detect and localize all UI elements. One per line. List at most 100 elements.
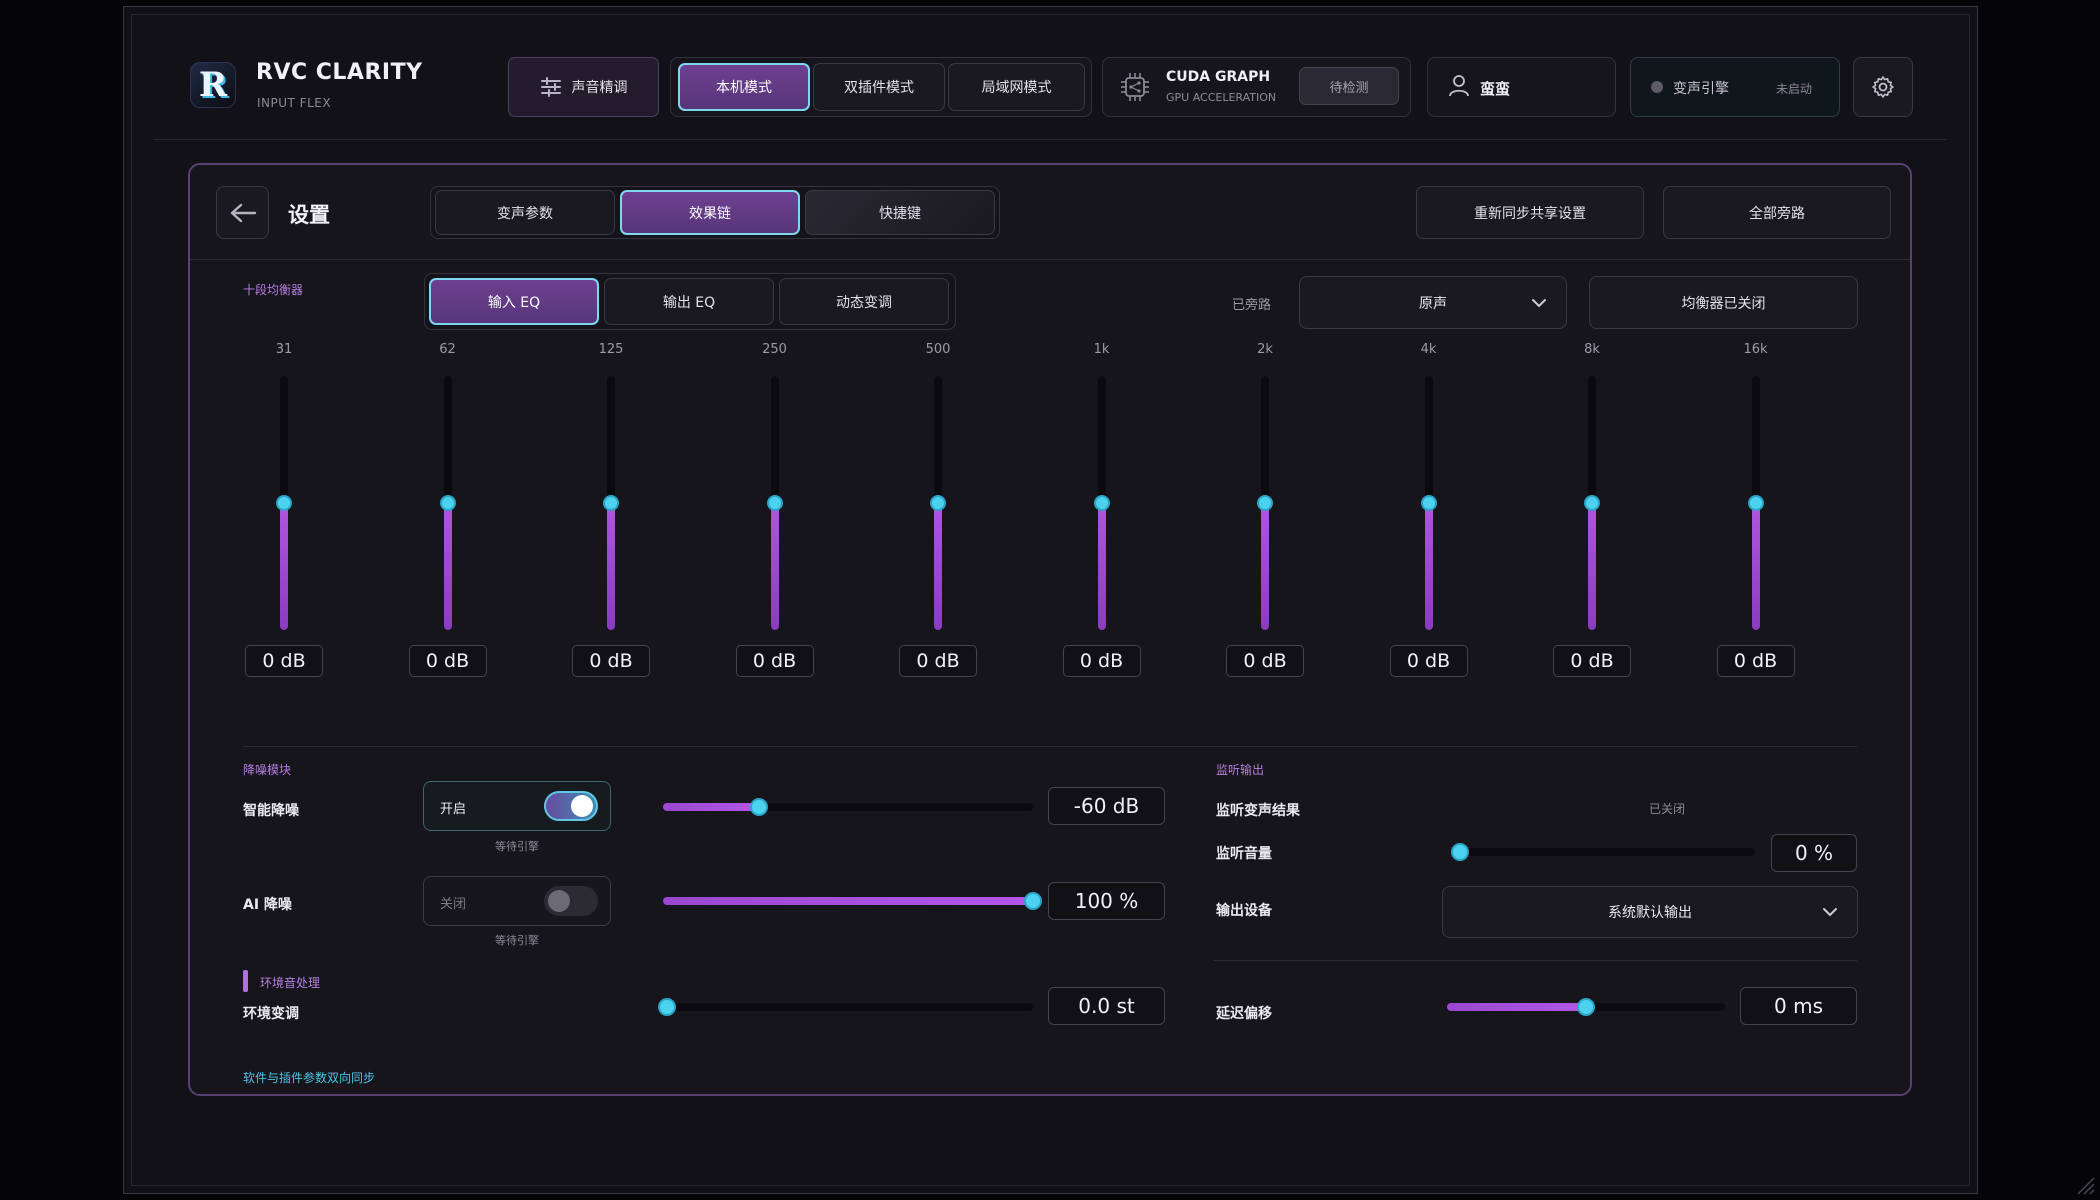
slider-knob[interactable] (1451, 843, 1469, 861)
user-panel[interactable] (1427, 57, 1616, 117)
eq-preset-select[interactable]: 原声 (1299, 276, 1567, 329)
tab-effect-chain[interactable]: 效果链 (620, 190, 800, 235)
back-button[interactable] (216, 186, 269, 239)
eq-band-gain-value[interactable]: 0 dB (899, 645, 977, 677)
eq-band-knob[interactable] (1747, 495, 1764, 511)
eq-band-slider[interactable] (1584, 376, 1600, 630)
slider-knob[interactable] (750, 798, 769, 816)
engine-status-panel[interactable] (1630, 57, 1840, 117)
eq-band-knob[interactable] (1420, 495, 1437, 511)
app-subtitle: INPUT FLEX (257, 96, 332, 110)
smart-denoise-label: 智能降噪 (243, 803, 299, 819)
chevron-down-icon (1532, 298, 1546, 307)
latency-offset-value[interactable]: 0 ms (1740, 987, 1857, 1025)
tab-hotkeys[interactable]: 快捷键 (805, 190, 995, 235)
slider-knob[interactable] (658, 998, 676, 1016)
gpu-subtitle: GPU ACCELERATION (1166, 91, 1277, 104)
ambient-accent-bar (243, 970, 248, 992)
ai-denoise-label: AI 降噪 (243, 897, 292, 913)
bypass-state-label: 已旁路 (1232, 298, 1272, 313)
eq-band-gain-value[interactable]: 0 dB (735, 645, 814, 677)
eq-band-fill (1097, 503, 1106, 630)
monitor-volume-slider[interactable] (1451, 843, 1755, 861)
tab-input-eq[interactable]: 输入 EQ (429, 278, 599, 325)
output-device-select[interactable]: 系统默认输出 (1442, 886, 1858, 938)
mode-dual-plugin-button[interactable]: 双插件模式 (813, 63, 945, 111)
eq-band-slider[interactable] (1257, 376, 1273, 630)
ambient-pitch-slider[interactable] (658, 998, 1033, 1016)
slider-fill (1447, 1003, 1586, 1011)
smart-denoise-switch[interactable] (544, 791, 598, 821)
arrow-left-icon (230, 203, 256, 222)
ai-denoise-switch[interactable] (544, 886, 598, 916)
latency-offset-label: 延迟偏移 (1216, 1006, 1272, 1022)
eq-band-slider[interactable] (766, 376, 783, 630)
mode-lan-button[interactable]: 局域网模式 (948, 63, 1085, 111)
eq-band-fill (1751, 503, 1760, 630)
tab-output-eq[interactable]: 输出 EQ (604, 278, 774, 325)
eq-band-slider[interactable] (603, 376, 619, 630)
engine-label: 变声引擎 (1673, 81, 1729, 97)
ai-denoise-value[interactable]: 100 % (1048, 882, 1165, 920)
eq-band-gain-value[interactable]: 0 dB (1716, 645, 1795, 677)
section-divider (243, 746, 1857, 747)
ambient-pitch-value[interactable]: 0.0 st (1048, 987, 1165, 1025)
eq-band-slider[interactable] (1093, 376, 1110, 630)
gear-icon (1872, 76, 1894, 98)
eq-band-slider[interactable] (1747, 376, 1764, 630)
eq-band-knob[interactable] (1257, 495, 1273, 511)
monitor-volume-value[interactable]: 0 % (1771, 834, 1857, 872)
eq-band-knob[interactable] (276, 495, 292, 511)
eq-band-knob[interactable] (1093, 495, 1110, 511)
eq-band-knob[interactable] (603, 495, 619, 511)
eq-band-gain-value[interactable]: 0 dB (245, 645, 323, 677)
eq-band-gain-value[interactable]: 0 dB (1553, 645, 1631, 677)
slider-knob[interactable] (1024, 892, 1042, 910)
monitor-divider (1214, 960, 1857, 961)
eq-band-frequency: 1k (1093, 342, 1110, 357)
switch-knob (548, 890, 570, 912)
ai-denoise-toggle-card[interactable]: 关闭 (423, 876, 611, 926)
resize-grip-icon[interactable] (2074, 1174, 2096, 1196)
eq-band-knob[interactable] (766, 495, 783, 511)
eq-band-gain-value[interactable]: 0 dB (408, 645, 487, 677)
bypass-all-button[interactable]: 全部旁路 (1663, 186, 1891, 239)
smart-denoise-slider[interactable] (663, 798, 1033, 816)
eq-band-slider[interactable] (1420, 376, 1437, 630)
latency-offset-slider[interactable] (1447, 998, 1725, 1016)
eq-band-slider[interactable] (439, 376, 456, 630)
settings-gear-button[interactable] (1853, 57, 1913, 117)
ai-denoise-slider[interactable] (663, 892, 1042, 910)
eq-band-gain-value[interactable]: 0 dB (1389, 645, 1468, 677)
eq-band-knob[interactable] (439, 495, 456, 511)
eq-band-gain-value[interactable]: 0 dB (572, 645, 650, 677)
eq-toggle-button[interactable]: 均衡器已关闭 (1589, 276, 1858, 329)
eq-band-frequency: 125 (598, 342, 624, 357)
eq-band-fill (443, 503, 452, 630)
eq-band-slider[interactable] (930, 376, 946, 630)
eq-band-slider[interactable] (276, 376, 292, 630)
smart-denoise-state: 开启 (440, 802, 467, 817)
mode-local-button[interactable]: 本机模式 (678, 63, 810, 111)
sliders-icon (540, 77, 561, 97)
tab-dynamic-pitch[interactable]: 动态变调 (779, 278, 949, 325)
engine-status-dot (1651, 81, 1663, 93)
eq-band-gain-value[interactable]: 0 dB (1226, 645, 1304, 677)
tab-voice-params[interactable]: 变声参数 (435, 190, 615, 235)
smart-denoise-value[interactable]: -60 dB (1048, 787, 1165, 825)
voice-tune-button[interactable]: 声音精调 (508, 57, 659, 117)
eq-band-frequency: 31 (275, 342, 293, 357)
gpu-check-button[interactable]: 待检测 (1299, 67, 1399, 105)
smart-denoise-toggle-card[interactable]: 开启 (423, 781, 611, 831)
eq-band-fill (280, 503, 288, 630)
ambient-pitch-label: 环境变调 (243, 1006, 299, 1022)
eq-band-gain-value[interactable]: 0 dB (1062, 645, 1141, 677)
monitor-result-state[interactable]: 已关闭 (1649, 802, 1686, 816)
resync-shared-settings-button[interactable]: 重新同步共享设置 (1416, 186, 1644, 239)
slider-knob[interactable] (1577, 998, 1595, 1016)
eq-band-knob[interactable] (1584, 495, 1600, 511)
eq-band-knob[interactable] (930, 495, 946, 511)
eq-section-label: 十段均衡器 (243, 283, 304, 297)
monitor-section-label: 监听输出 (1216, 763, 1265, 777)
page-title: 设置 (288, 203, 330, 227)
